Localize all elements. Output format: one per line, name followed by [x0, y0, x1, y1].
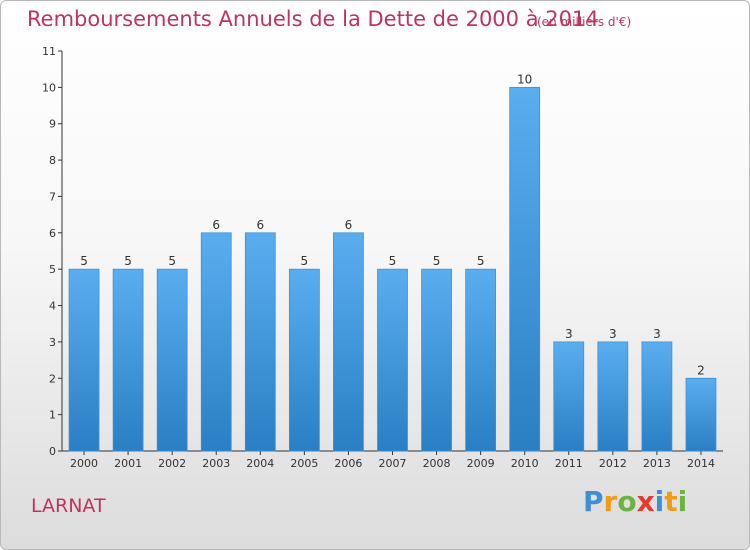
bar-2012 [597, 341, 628, 451]
x-tick-label: 2005 [290, 457, 318, 470]
chart-title: Remboursements Annuels de la Dette de 20… [27, 7, 599, 31]
bar-2013 [641, 341, 672, 451]
bar-outline [553, 341, 585, 452]
bar-value-label: 5 [389, 254, 397, 268]
bar-outline [685, 377, 717, 452]
proxiti-logo: Proxiti [583, 485, 687, 518]
bar-outline [156, 268, 188, 452]
y-tick-label: 1 [49, 409, 56, 422]
x-tick-label: 2009 [467, 457, 495, 470]
bar-outline [68, 268, 100, 452]
bar-value-label: 6 [256, 218, 264, 232]
bar-2007 [377, 269, 408, 451]
bar-outline [333, 232, 364, 452]
y-tick-label: 10 [42, 81, 56, 94]
bar-value-label: 5 [477, 254, 485, 268]
x-tick-label: 2000 [70, 457, 98, 470]
logo-letter: r [603, 485, 618, 518]
bar-value-label: 3 [609, 327, 617, 341]
bar-2010 [509, 87, 540, 451]
bar-value-label: 6 [345, 218, 353, 232]
x-tick-label: 2012 [599, 457, 627, 470]
bar-outline [200, 232, 232, 452]
y-tick-label: 8 [49, 154, 56, 167]
bar-2008 [421, 269, 452, 451]
y-tick-label: 9 [49, 118, 56, 131]
bar-value-label: 5 [433, 254, 441, 268]
logo-letter: i [654, 485, 665, 518]
bar-2005 [289, 269, 320, 451]
commune-name: LARNAT [31, 495, 106, 517]
bar-2009 [465, 269, 496, 451]
x-tick-label: 2002 [158, 457, 186, 470]
bar-2006 [333, 232, 364, 451]
bar-value-label: 6 [212, 218, 220, 232]
x-tick-label: 2006 [334, 457, 362, 470]
bar-2000 [69, 269, 100, 451]
bar-outline [288, 268, 320, 452]
y-tick-label: 5 [49, 263, 56, 276]
logo-letter: o [617, 485, 637, 518]
bar-value-label: 5 [124, 254, 132, 268]
y-tick-label: 3 [49, 336, 56, 349]
bar-2001 [113, 269, 144, 451]
bar-value-label: 2 [697, 363, 705, 377]
y-tick-label: 7 [49, 190, 56, 203]
bar-2011 [553, 341, 584, 451]
bar-outline [509, 86, 541, 452]
bar-value-label: 5 [301, 254, 309, 268]
bar-value-label: 5 [80, 254, 88, 268]
bar-outline [641, 341, 673, 452]
y-tick-label: 2 [49, 372, 56, 385]
bar-2002 [157, 269, 188, 451]
logo-letter: P [583, 485, 604, 518]
x-tick-label: 2001 [114, 457, 142, 470]
bar-outline [244, 232, 276, 452]
bar-2003 [201, 232, 232, 451]
bar-value-label: 3 [653, 327, 661, 341]
bar-outline [421, 268, 452, 452]
x-tick-label: 2003 [202, 457, 230, 470]
x-tick-label: 2010 [511, 457, 539, 470]
x-tick-label: 2004 [246, 457, 274, 470]
x-tick-label: 2011 [555, 457, 583, 470]
x-tick-label: 2008 [423, 457, 451, 470]
logo-letter: t [664, 485, 678, 518]
y-tick-label: 0 [49, 445, 56, 458]
bar-value-label: 3 [565, 327, 573, 341]
bar-value-label: 10 [517, 72, 532, 86]
bar-outline [112, 268, 144, 452]
bar-outline [465, 268, 497, 452]
bar-2004 [245, 232, 276, 451]
chart-subtitle: (en milliers d'€) [537, 15, 632, 29]
x-tick-label: 2013 [643, 457, 671, 470]
y-tick-label: 4 [49, 300, 56, 313]
logo-letter: i [677, 485, 688, 518]
y-tick-label: 11 [42, 45, 56, 58]
x-tick-label: 2014 [687, 457, 715, 470]
bar-outline [377, 268, 408, 452]
x-tick-label: 2007 [379, 457, 407, 470]
bar-value-label: 5 [168, 254, 176, 268]
bar-2014 [685, 378, 716, 451]
logo-letter: x [636, 485, 655, 518]
bar-outline [597, 341, 629, 452]
y-tick-label: 6 [49, 227, 56, 240]
